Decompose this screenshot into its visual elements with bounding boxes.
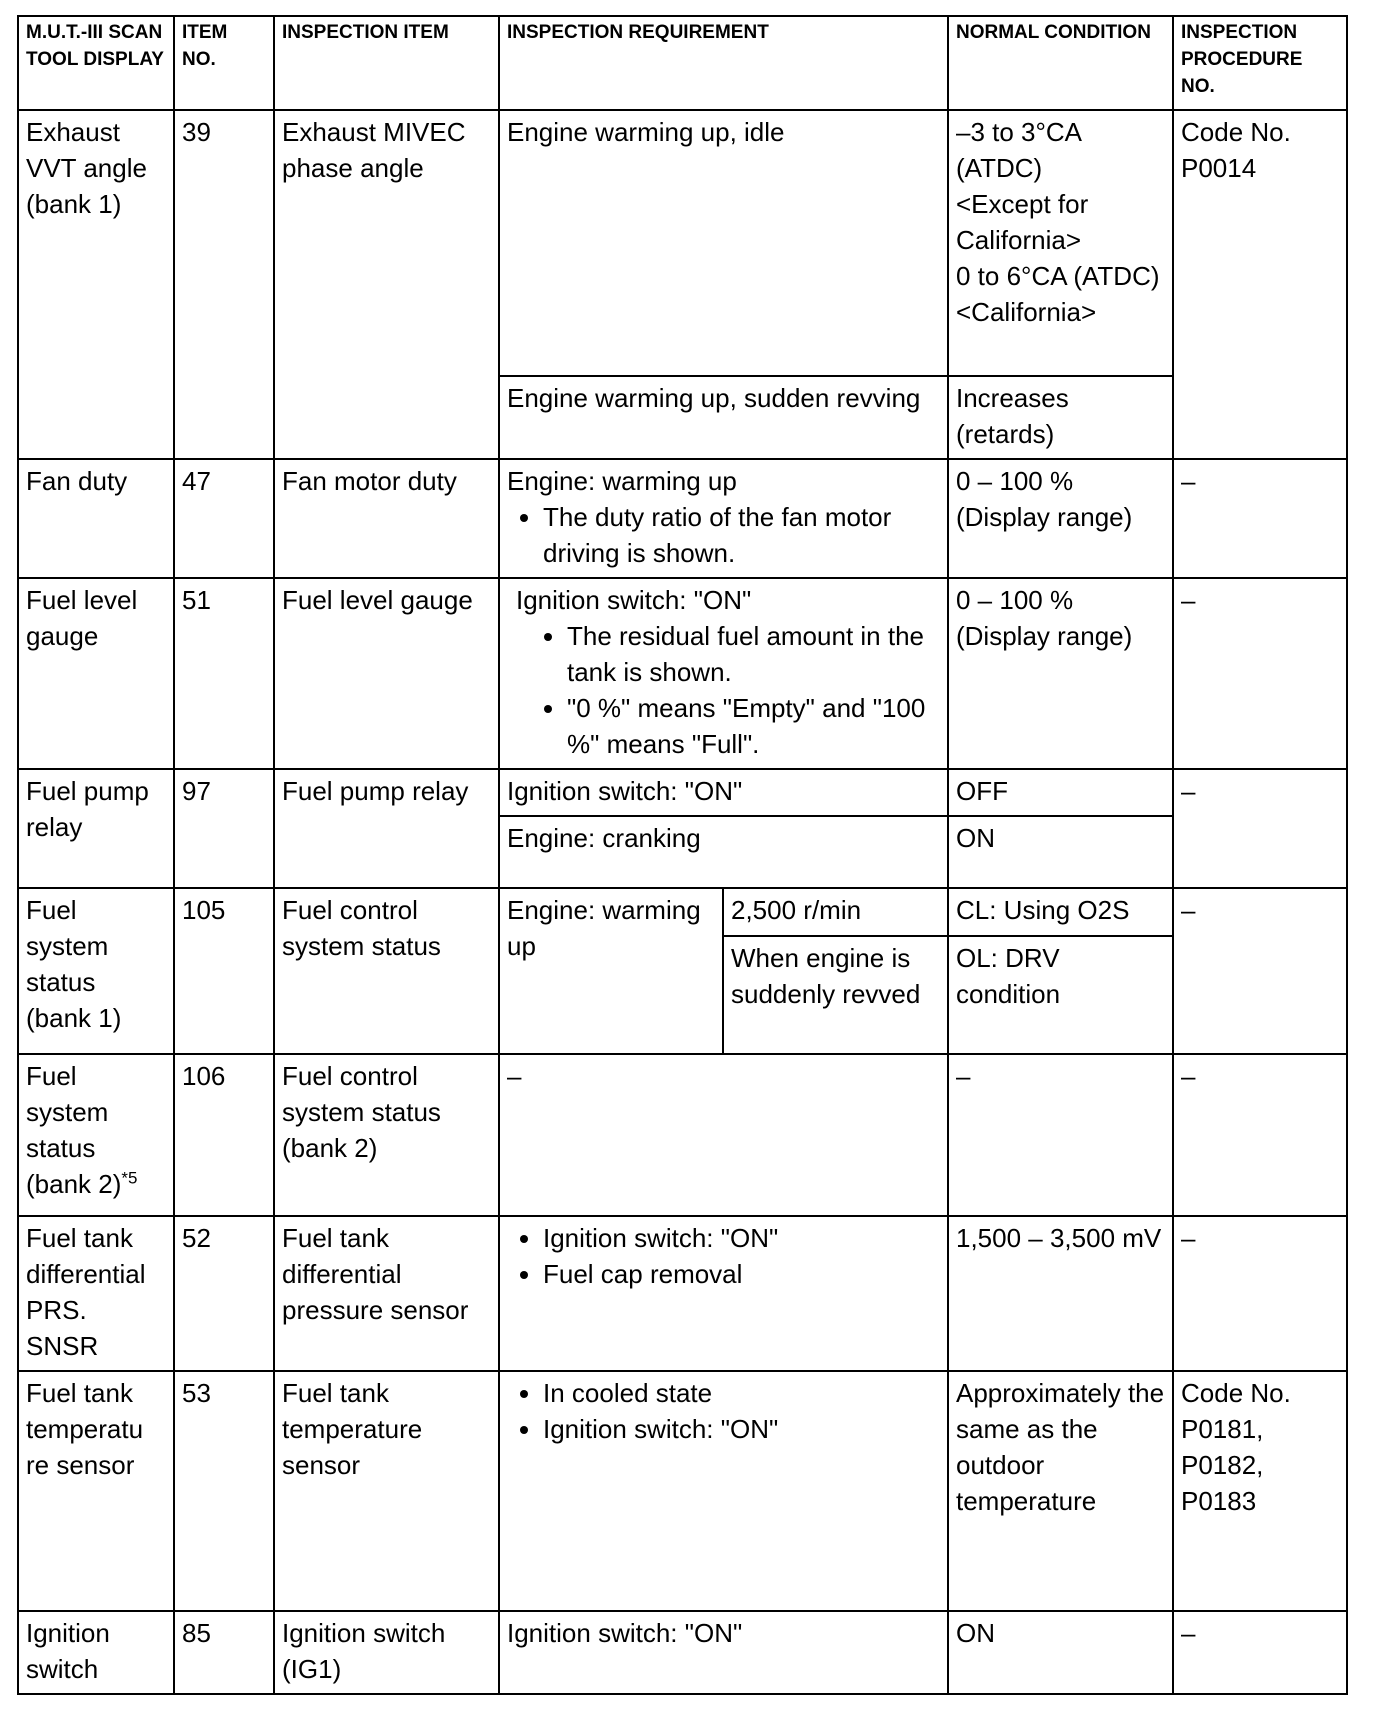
req-text: Engine: warming up — [507, 466, 737, 496]
cell-display: Ignition switch — [17, 1610, 175, 1695]
cell-req: Ignition switch: "ON"Fuel cap removal — [498, 1215, 949, 1372]
cell-normal: CL: Using O2S — [947, 887, 1174, 937]
display-text: Fuel system status (bank 2) — [26, 1061, 122, 1199]
header-requirement: INSPECTION REQUIREMENT — [498, 15, 949, 111]
table-row: Fuel level gauge 51 Fuel level gauge Ign… — [17, 577, 1348, 770]
cell-proc: Code No. P0014 — [1172, 109, 1348, 460]
cell-subcondition: 2,500 r/min — [722, 887, 949, 937]
cell-req: Ignition switch: "ON" — [498, 768, 949, 817]
table-row: Fuel tank differential PRS. SNSR 52 Fuel… — [17, 1215, 1348, 1372]
cell-no: 105 — [173, 887, 275, 1055]
cell-item: Ignition switch (IG1) — [273, 1610, 500, 1695]
normal-line: 0 to 6°CA (ATDC) — [956, 261, 1160, 291]
cell-display: Fan duty — [17, 458, 175, 579]
cell-no: 97 — [173, 768, 275, 889]
cell-proc: – — [1172, 458, 1348, 579]
cell-no: 47 — [173, 458, 275, 579]
bullet: Ignition switch: "ON" — [543, 1220, 940, 1256]
footnote-mark: *5 — [121, 1168, 138, 1188]
cell-proc: – — [1172, 1610, 1348, 1695]
cell-req: Engine warming up, idle — [498, 109, 949, 377]
cell-proc: – — [1172, 1215, 1348, 1372]
cell-item: Fuel tank temperature sensor — [273, 1370, 500, 1612]
cell-normal: ON — [947, 815, 1174, 889]
cell-proc: – — [1172, 1053, 1348, 1217]
cell-normal: Approximately the same as the outdoor te… — [947, 1370, 1174, 1612]
table-row: Fuel system status (bank 2)*5 106 Fuel c… — [17, 1053, 1348, 1217]
cell-req: Engine: warming up — [498, 887, 724, 1055]
cell-normal: Increases (retards) — [947, 375, 1174, 460]
cell-item: Fuel control system status — [273, 887, 500, 1055]
cell-item: Exhaust MIVEC phase angle — [273, 109, 500, 460]
cell-no: 39 — [173, 109, 275, 460]
cell-normal: 0 – 100 % (Display range) — [947, 458, 1174, 579]
table-row: Exhaust VVT angle (bank 1) 39 Exhaust MI… — [17, 109, 1348, 460]
cell-display: Fuel pump relay — [17, 768, 175, 889]
cell-normal: – — [947, 1053, 1174, 1217]
cell-no: 85 — [173, 1610, 275, 1695]
cell-item: Fuel pump relay — [273, 768, 500, 889]
cell-item: Fuel control system status (bank 2) — [273, 1053, 500, 1217]
cell-proc: – — [1172, 887, 1348, 1055]
normal-line: <Except for California> — [956, 189, 1089, 255]
cell-proc: Code No. P0181, P0182, P0183 — [1172, 1370, 1348, 1612]
header-item-no: ITEM NO. — [173, 15, 275, 111]
cell-display: Fuel system status (bank 2)*5 — [17, 1053, 175, 1217]
table-row: Fuel system status (bank 1) 105 Fuel con… — [17, 887, 1348, 1055]
bullet: The duty ratio of the fan motor driving … — [543, 499, 940, 571]
cell-subcondition: When engine is suddenly revved — [722, 935, 949, 1055]
table-row: When engine is suddenly revved OL: DRV c… — [18, 935, 1347, 1055]
cell-display: Fuel tank differential PRS. SNSR — [17, 1215, 175, 1372]
cell-req: Engine: warming upThe duty ratio of the … — [498, 458, 949, 579]
cell-normal: 1,500 – 3,500 mV — [947, 1215, 1174, 1372]
cell-req: In cooled stateIgnition switch: "ON" — [498, 1370, 949, 1612]
cell-no: 52 — [173, 1215, 275, 1372]
cell-normal: OL: DRV condition — [947, 935, 1174, 1055]
cell-no: 106 — [173, 1053, 275, 1217]
bullet: The residual fuel amount in the tank is … — [567, 618, 940, 690]
cell-display: Fuel tank temperatu re sensor — [17, 1370, 175, 1612]
table-row: Fan duty 47 Fan motor duty Engine: warmi… — [17, 458, 1348, 579]
cell-normal: ON — [947, 1610, 1174, 1695]
cell-display: Fuel level gauge — [17, 577, 175, 770]
cell-no: 51 — [173, 577, 275, 770]
table-row: Ignition switch 85 Ignition switch (IG1)… — [17, 1610, 1348, 1695]
cell-req: Engine warming up, sudden revving — [498, 375, 949, 460]
table-row: Engine warming up, sudden revving Increa… — [18, 375, 1347, 460]
bullet: Fuel cap removal — [543, 1256, 940, 1292]
cell-item: Fuel tank differential pressure sensor — [273, 1215, 500, 1372]
cell-normal: 0 – 100 % (Display range) — [947, 577, 1174, 770]
inspection-table: M.U.T.-III SCAN TOOL DISPLAY ITEM NO. IN… — [17, 15, 1348, 1695]
cell-req: – — [498, 1053, 949, 1217]
header-procedure: INSPECTION PROCEDURE NO. — [1172, 15, 1348, 111]
normal-line: <California> — [956, 297, 1097, 327]
cell-item: Fan motor duty — [273, 458, 500, 579]
cell-req: Ignition switch: "ON" — [498, 1610, 949, 1695]
cell-proc: – — [1172, 768, 1348, 889]
bullet: "0 %" means "Empty" and "100 %" means "F… — [567, 690, 940, 762]
cell-proc: – — [1172, 577, 1348, 770]
cell-no: 53 — [173, 1370, 275, 1612]
cell-req: Engine: cranking — [498, 815, 949, 889]
req-text: Ignition switch: "ON" — [516, 585, 752, 615]
cell-display: Exhaust VVT angle (bank 1) — [17, 109, 175, 460]
table-row: Fuel tank temperatu re sensor 53 Fuel ta… — [17, 1370, 1348, 1612]
table-row: Engine: cranking ON — [18, 815, 1347, 889]
bullet: Ignition switch: "ON" — [543, 1411, 940, 1447]
bullet: In cooled state — [543, 1375, 940, 1411]
header-inspection-item: INSPECTION ITEM — [273, 15, 500, 111]
cell-display: Fuel system status (bank 1) — [17, 887, 175, 1055]
header-display: M.U.T.-III SCAN TOOL DISPLAY — [17, 15, 175, 111]
cell-item: Fuel level gauge — [273, 577, 500, 770]
cell-normal: –3 to 3°CA (ATDC) <Except for California… — [947, 109, 1174, 377]
normal-line: –3 to 3°CA (ATDC) — [956, 117, 1081, 183]
table-row: Fuel pump relay 97 Fuel pump relay Ignit… — [17, 768, 1348, 889]
cell-req: Ignition switch: "ON"The residual fuel a… — [498, 577, 949, 770]
cell-normal: OFF — [947, 768, 1174, 817]
header-normal: NORMAL CONDITION — [947, 15, 1174, 111]
header-row: M.U.T.-III SCAN TOOL DISPLAY ITEM NO. IN… — [17, 15, 1348, 111]
